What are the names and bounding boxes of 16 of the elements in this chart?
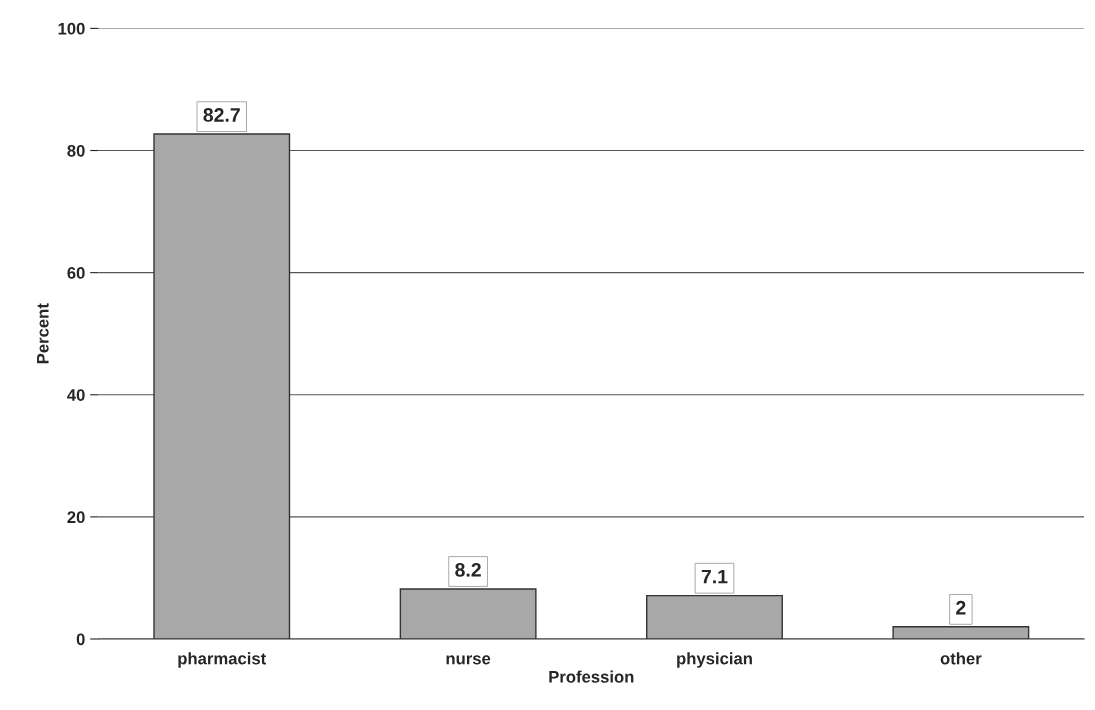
data-label: 82.7 [203,108,240,122]
data-label: 8.2 [455,562,481,577]
data-label: 2 [956,600,966,615]
data-label: 7.1 [701,569,728,584]
y-tick-label: 60 [67,267,85,279]
x-tick-label: nurse [446,655,491,665]
x-tick-label: pharmacist [178,652,266,668]
x-tick-label: other [940,652,982,665]
y-tick-label: 20 [67,511,85,524]
y-tick-label: 40 [67,389,85,401]
x-axis-title: Profession [549,670,634,683]
y-tick-label: 80 [67,144,85,157]
y-tick-label: 0 [76,633,85,646]
y-tick-label: 100 [58,22,85,35]
x-tick-label: physician [677,652,752,668]
y-axis-title: Percent [37,303,49,364]
